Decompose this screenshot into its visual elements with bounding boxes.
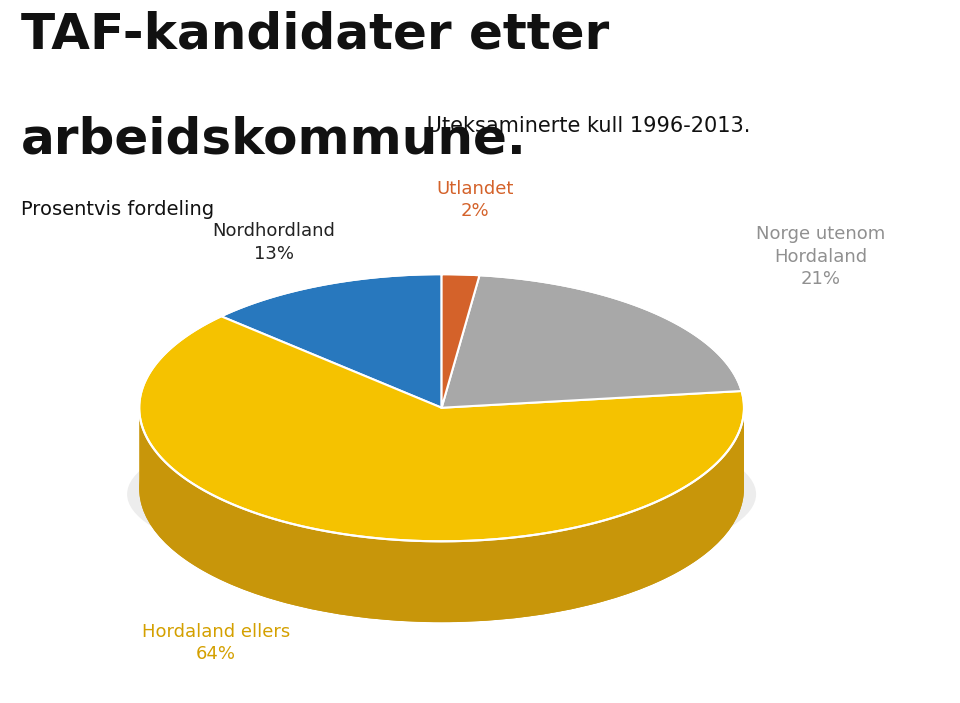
- Text: Nordhordland
13%: Nordhordland 13%: [212, 222, 335, 263]
- Text: Uteksaminerte kull 1996-2013.: Uteksaminerte kull 1996-2013.: [420, 116, 750, 136]
- Text: arbeidskommune.: arbeidskommune.: [21, 116, 527, 164]
- Text: Utlandet
2%: Utlandet 2%: [437, 180, 514, 221]
- Polygon shape: [221, 274, 442, 408]
- Polygon shape: [442, 274, 479, 408]
- Ellipse shape: [127, 411, 756, 578]
- Text: Norge utenom
Hordaland
21%: Norge utenom Hordaland 21%: [756, 226, 885, 288]
- Polygon shape: [442, 275, 742, 408]
- Ellipse shape: [139, 355, 744, 622]
- Text: TAF-kandidater etter: TAF-kandidater etter: [21, 11, 610, 58]
- Text: Prosentvis fordeling: Prosentvis fordeling: [21, 200, 214, 219]
- Polygon shape: [139, 316, 744, 541]
- Text: Hordaland ellers
64%: Hordaland ellers 64%: [142, 623, 290, 664]
- Polygon shape: [139, 408, 744, 622]
